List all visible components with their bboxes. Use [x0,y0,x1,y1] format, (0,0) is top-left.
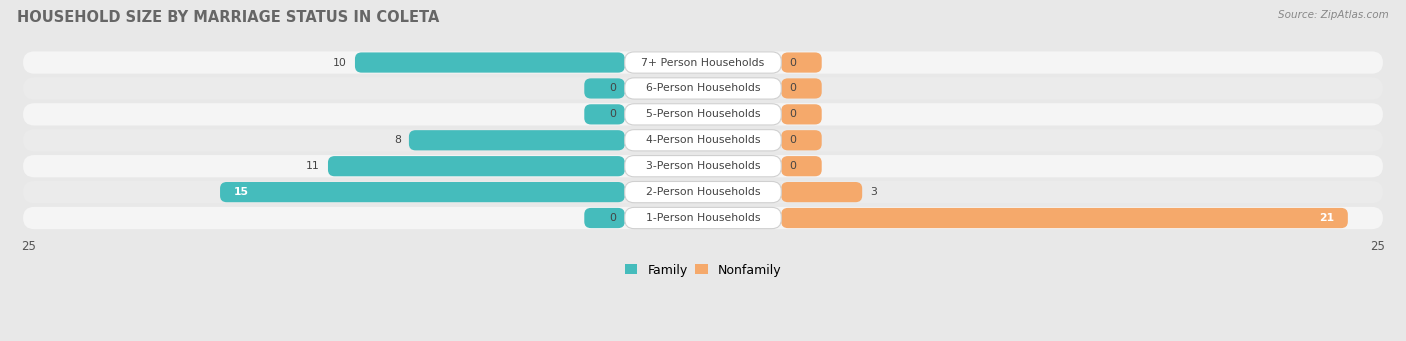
Text: 8: 8 [394,135,401,145]
FancyBboxPatch shape [782,182,862,202]
FancyBboxPatch shape [328,156,624,176]
FancyBboxPatch shape [22,77,1384,100]
Text: 0: 0 [789,161,796,171]
Text: 4-Person Households: 4-Person Households [645,135,761,145]
FancyBboxPatch shape [585,208,624,228]
FancyBboxPatch shape [624,78,782,99]
Text: 15: 15 [233,187,249,197]
Text: 0: 0 [789,58,796,68]
FancyBboxPatch shape [22,155,1384,177]
FancyBboxPatch shape [782,104,821,124]
FancyBboxPatch shape [782,156,821,176]
Text: 6-Person Households: 6-Person Households [645,84,761,93]
Text: 0: 0 [610,84,617,93]
FancyBboxPatch shape [782,78,821,99]
FancyBboxPatch shape [585,78,624,99]
Text: 21: 21 [1319,213,1334,223]
FancyBboxPatch shape [22,207,1384,229]
FancyBboxPatch shape [624,207,782,229]
FancyBboxPatch shape [624,104,782,125]
Legend: Family, Nonfamily: Family, Nonfamily [620,258,786,282]
FancyBboxPatch shape [624,52,782,73]
FancyBboxPatch shape [782,208,1348,228]
FancyBboxPatch shape [624,181,782,203]
Text: 7+ Person Households: 7+ Person Households [641,58,765,68]
FancyBboxPatch shape [22,51,1384,74]
FancyBboxPatch shape [354,53,624,73]
Text: 3: 3 [870,187,877,197]
FancyBboxPatch shape [782,53,821,73]
Text: 0: 0 [789,109,796,119]
Text: 11: 11 [307,161,321,171]
Text: 5-Person Households: 5-Person Households [645,109,761,119]
Text: 10: 10 [333,58,347,68]
Text: 0: 0 [789,84,796,93]
FancyBboxPatch shape [782,130,821,150]
FancyBboxPatch shape [221,182,624,202]
Text: HOUSEHOLD SIZE BY MARRIAGE STATUS IN COLETA: HOUSEHOLD SIZE BY MARRIAGE STATUS IN COL… [17,10,439,25]
Text: 3-Person Households: 3-Person Households [645,161,761,171]
FancyBboxPatch shape [409,130,624,150]
Text: 0: 0 [610,213,617,223]
FancyBboxPatch shape [585,104,624,124]
Text: 2-Person Households: 2-Person Households [645,187,761,197]
Text: Source: ZipAtlas.com: Source: ZipAtlas.com [1278,10,1389,20]
FancyBboxPatch shape [22,181,1384,203]
FancyBboxPatch shape [22,103,1384,125]
Text: 0: 0 [610,109,617,119]
Text: 0: 0 [789,135,796,145]
FancyBboxPatch shape [22,129,1384,151]
FancyBboxPatch shape [624,155,782,177]
Text: 1-Person Households: 1-Person Households [645,213,761,223]
FancyBboxPatch shape [624,130,782,151]
